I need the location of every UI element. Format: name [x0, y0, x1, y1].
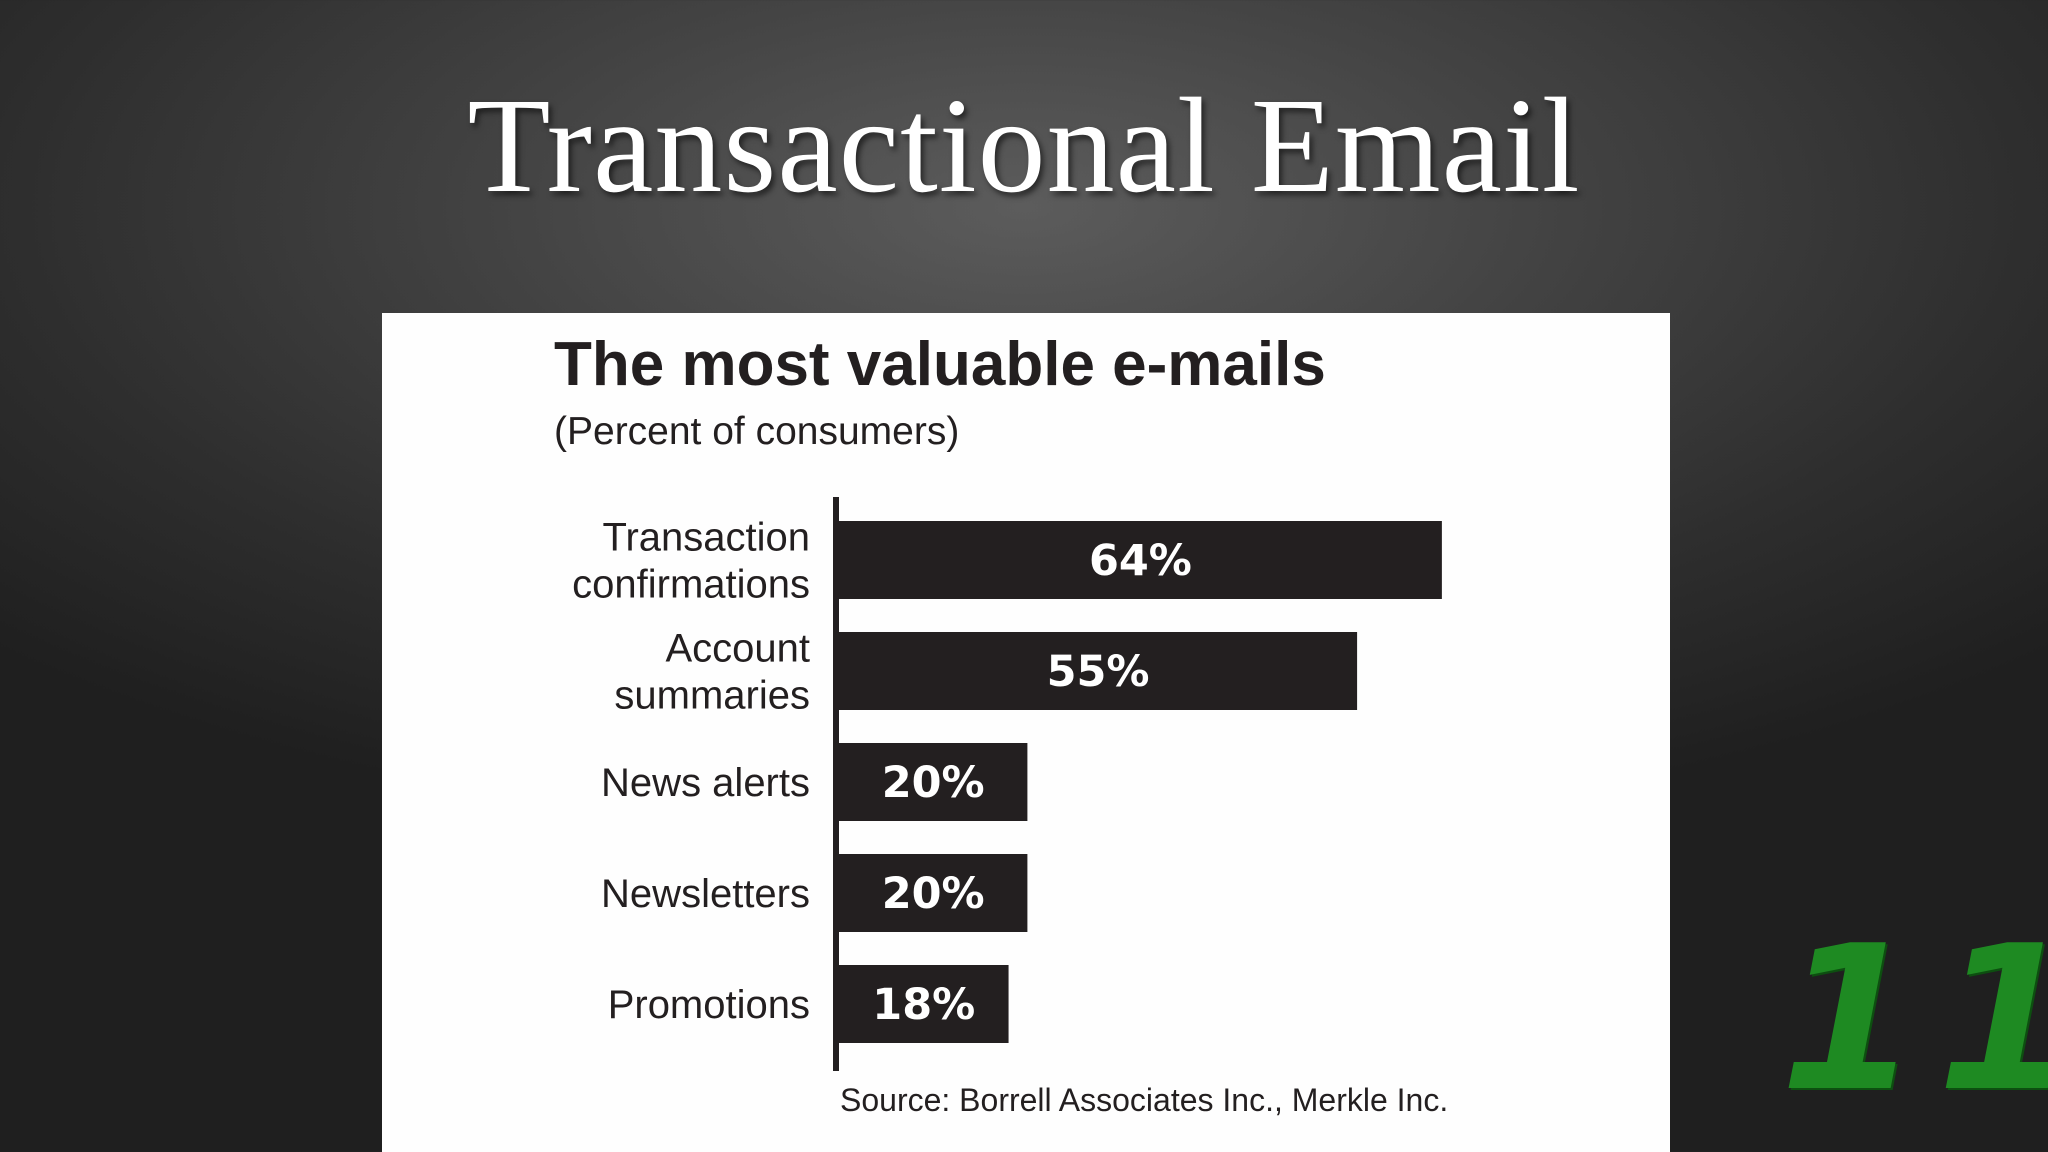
category-label-1-line-0: Account — [665, 627, 810, 671]
category-label-2-line-0: News alerts — [601, 761, 810, 805]
chart-title: The most valuable e-mails — [554, 330, 1326, 399]
bar-value-label-3: 20% — [882, 869, 985, 919]
chart-subtitle: (Percent of consumers) — [554, 410, 959, 453]
bar-chart: The most valuable e-mails (Percent of co… — [554, 330, 1448, 1118]
slide-title: Transactional Email — [467, 71, 1581, 221]
category-label-0-line-1: confirmations — [572, 563, 810, 607]
bar-1 — [839, 632, 1358, 710]
bar-value-label-2: 20% — [882, 758, 985, 808]
bar-3 — [839, 854, 1028, 932]
chart-panel: The most valuable e-mails (Percent of co… — [382, 313, 1670, 1152]
bar-value-label-1: 55% — [1047, 647, 1150, 697]
bar-value-label-4: 18% — [872, 980, 975, 1030]
bar-4 — [839, 965, 1009, 1043]
bar-value-label-0: 64% — [1089, 536, 1192, 586]
category-label-4-line-0: Promotions — [608, 983, 810, 1027]
bar-0 — [839, 521, 1442, 599]
bar-2 — [839, 743, 1028, 821]
category-label-1-line-1: summaries — [614, 674, 810, 718]
category-label-3-line-0: Newsletters — [601, 872, 810, 916]
chart-source: Source: Borrell Associates Inc., Merkle … — [840, 1082, 1448, 1118]
category-label-0-line-0: Transaction — [603, 516, 811, 560]
slide-number: 11 — [1780, 903, 2048, 1136]
